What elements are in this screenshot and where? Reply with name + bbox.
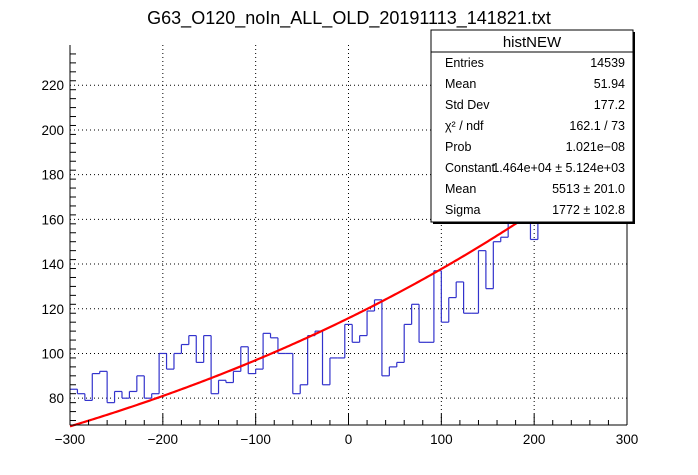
histogram-bin [113, 390, 122, 403]
histogram-bin [225, 380, 234, 384]
histogram-bin [99, 370, 108, 374]
stats-row-label: Std Dev [445, 98, 490, 112]
stats-row-label: Constant [445, 161, 496, 175]
y-tick-label: 220 [41, 78, 64, 93]
histogram-bin [136, 375, 145, 392]
y-tick-label: 80 [49, 391, 64, 406]
y-tick-label: 160 [41, 212, 64, 227]
histogram-bin [321, 331, 330, 386]
histogram-bin [91, 372, 100, 401]
histogram-bin [158, 352, 167, 394]
histogram-bin [180, 343, 189, 354]
histogram-bin [247, 346, 256, 375]
histogram-bin [344, 323, 353, 358]
histogram-bin [307, 334, 316, 385]
histogram-bin [411, 303, 420, 325]
x-tick-label: 100 [430, 432, 453, 447]
stats-row-label: Prob [445, 140, 471, 154]
y-tick-label: 180 [41, 168, 64, 183]
stats-row-value: 14539 [590, 56, 625, 70]
histogram-bin [433, 270, 442, 343]
histogram-bin [492, 241, 501, 289]
x-tick-label: 0 [345, 432, 353, 447]
histogram-bin [500, 236, 509, 242]
histogram-bin [240, 346, 249, 372]
histogram-bin [151, 393, 160, 399]
y-tick-label: 140 [41, 257, 64, 272]
histogram-bin [232, 370, 241, 383]
histogram-bin [418, 304, 427, 343]
histogram-bin [217, 379, 226, 394]
fit-line [69, 201, 548, 428]
histogram-bin [485, 250, 494, 290]
stats-row-label: Sigma [445, 203, 480, 217]
stats-row-label: χ² / ndf [445, 119, 484, 133]
histogram-bin [121, 391, 130, 399]
stats-row-value: 5513 ± 201.0 [552, 182, 625, 196]
histogram-bin [381, 299, 390, 377]
x-tick-label: −200 [148, 432, 178, 447]
histogram-bin [299, 384, 308, 394]
histogram-bin [292, 353, 301, 395]
chart-title: G63_O120_noIn_ALL_OLD_20191113_141821.tx… [147, 8, 551, 29]
fit-curve [69, 201, 548, 428]
histogram-bin [329, 357, 338, 385]
histogram-bin [403, 323, 412, 363]
histogram-bin [76, 389, 85, 395]
histogram-bin [165, 353, 174, 370]
histogram-bin [128, 390, 137, 399]
histogram-bin [255, 368, 264, 374]
histogram-bin [143, 375, 152, 399]
histogram-bin [366, 310, 375, 336]
histogram-bin [269, 333, 278, 339]
stats-row-label: Mean [445, 182, 476, 196]
x-tick-label: −300 [55, 432, 85, 447]
histogram-bin [396, 361, 405, 367]
histogram-bin [210, 335, 219, 395]
histogram-bin [195, 335, 204, 364]
x-tick-label: −100 [240, 432, 270, 447]
histogram-bin [388, 366, 397, 376]
histogram-bin [106, 371, 115, 404]
stats-row-label: Entries [445, 56, 484, 70]
stats-row-value: 1.021e−08 [566, 140, 625, 154]
histogram-series [70, 200, 546, 404]
y-tick-label: 200 [41, 123, 64, 138]
stats-row-value: 162.1 / 73 [569, 119, 625, 133]
y-tick-label: 120 [41, 302, 64, 317]
histogram-bin [463, 281, 472, 314]
histogram-bin [351, 324, 360, 343]
histogram-bin [84, 393, 93, 402]
stats-box: histNEW Entries 14539 Mean 51.94 Std Dev 177.2… [430, 29, 635, 224]
histogram-bin [455, 281, 464, 298]
histogram-bin [359, 334, 368, 343]
stats-row-value: 51.94 [594, 77, 625, 91]
stats-row-value: 177.2 [594, 98, 625, 112]
x-tick-label: 200 [523, 432, 546, 447]
stats-row-value: 1.464e+04 ± 5.124e+03 [492, 161, 625, 175]
histogram-bin [173, 352, 182, 370]
histogram-bin [440, 270, 449, 323]
axes: −300 −200 −100 0 100 200 300 80 100 120 140 160 180 2… [41, 45, 638, 447]
histogram-bin [203, 334, 212, 363]
y-tick-label: 100 [41, 346, 64, 361]
stats-box-title: histNEW [503, 34, 562, 51]
stats-row-value: 1772 ± 102.8 [552, 203, 625, 217]
stats-row-label: Mean [445, 77, 476, 91]
histogram-bin [262, 332, 271, 370]
histogram-bin [448, 296, 457, 323]
histogram-bin [477, 250, 486, 314]
histogram-bin [188, 334, 197, 345]
x-tick-label: 300 [616, 432, 639, 447]
stats-box-frame [430, 29, 634, 223]
